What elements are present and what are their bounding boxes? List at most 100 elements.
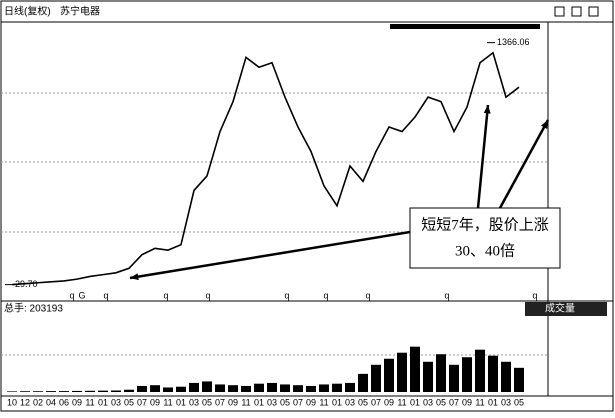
volume-bar (358, 373, 368, 392)
x-tick-label: 05 (280, 397, 290, 407)
event-marker: q (69, 290, 74, 300)
toolbar-icons[interactable] (554, 6, 599, 17)
volume-bar (384, 358, 394, 392)
volume-bar (332, 383, 342, 392)
volume-bar (20, 391, 30, 392)
volume-bar (475, 349, 485, 392)
icon[interactable] (571, 6, 582, 17)
x-tick-label: 10 (7, 397, 17, 407)
volume-bar (150, 385, 160, 392)
icon[interactable] (588, 6, 599, 17)
stock-name: 苏宁电器 (60, 5, 100, 18)
event-strip (390, 24, 540, 29)
x-tick-label: 05 (436, 397, 446, 407)
volume-bar (215, 384, 225, 392)
x-tick-label: 04 (46, 397, 56, 407)
chart-title: 日线(复权) (4, 5, 51, 18)
volume-bar (137, 385, 147, 392)
x-tick-label: 09 (150, 397, 160, 407)
annotation-box (409, 207, 561, 269)
volume-bar (436, 354, 446, 392)
x-tick-label: 05 (514, 397, 524, 407)
arrow-head (540, 120, 548, 129)
high-label: 1366.06 (497, 37, 530, 47)
x-tick-label: 01 (332, 397, 342, 407)
x-tick-label: 01 (488, 397, 498, 407)
arrow-shaft (498, 119, 550, 209)
x-tick-label: 09 (306, 397, 316, 407)
x-tick-label: 01 (410, 397, 420, 407)
x-tick-label: 03 (111, 397, 121, 407)
volume-bar (254, 383, 264, 392)
arrow-shaft (476, 104, 490, 209)
volume-bar (319, 384, 329, 392)
volume-bar (85, 390, 95, 392)
indicator-button[interactable] (525, 302, 607, 316)
indicator-label[interactable]: 成交量 (545, 302, 575, 315)
volume-bar (176, 386, 186, 392)
event-marker: G (78, 290, 85, 300)
x-tick-label: 11 (85, 397, 94, 407)
low-label: 29.70 (15, 279, 38, 289)
x-tick-label: 05 (358, 397, 368, 407)
event-marker: q (163, 290, 168, 300)
x-tick-label: 03 (345, 397, 355, 407)
volume-bar (449, 364, 459, 392)
event-marker: q (103, 290, 108, 300)
volume-bar (501, 361, 511, 392)
x-tick-label: 11 (475, 397, 484, 407)
volume-bar (267, 382, 277, 392)
event-marker: q (444, 290, 449, 300)
x-tick-label: 03 (501, 397, 511, 407)
event-marker: q (284, 290, 289, 300)
volume-bar (98, 390, 108, 392)
volume-bar (423, 361, 433, 392)
event-marker: q (205, 290, 210, 300)
x-tick-label: 07 (215, 397, 225, 407)
x-tick-label: 12 (20, 397, 30, 407)
volume-bar (163, 387, 173, 392)
x-tick-label: 07 (137, 397, 147, 407)
volume-bar (33, 391, 43, 392)
arrow-shaft (129, 230, 411, 280)
volume-bar (462, 357, 472, 392)
x-tick-label: 07 (449, 397, 459, 407)
x-tick-label: 07 (371, 397, 381, 407)
x-tick-label: 05 (124, 397, 134, 407)
volume-bar (228, 385, 238, 392)
x-tick-label: 09 (72, 397, 82, 407)
volume-bar (46, 391, 56, 392)
x-tick-label: 03 (423, 397, 433, 407)
x-tick-label: 09 (384, 397, 394, 407)
icon[interactable] (554, 6, 565, 17)
x-tick-label: 01 (176, 397, 186, 407)
event-marker: q (365, 290, 370, 300)
arrows (129, 104, 550, 281)
volume-bar (59, 391, 69, 392)
volume-bar (345, 382, 355, 392)
x-tick-label: 11 (241, 397, 250, 407)
event-dots (390, 24, 540, 29)
volume-bar (397, 352, 407, 392)
x-tick-label: 11 (163, 397, 172, 407)
x-tick-label: 01 (254, 397, 264, 407)
volume-bar (306, 385, 316, 392)
x-tick-label: 05 (202, 397, 212, 407)
volume-bar (189, 382, 199, 392)
event-marker: q (323, 290, 328, 300)
x-tick-label: 01 (98, 397, 108, 407)
volume-bar (7, 391, 17, 392)
volume-bar (124, 389, 134, 392)
x-tick-label: 03 (189, 397, 199, 407)
arrow-head (130, 273, 139, 281)
x-tick-label: 07 (293, 397, 303, 407)
volume-title: 总手: 203193 (4, 302, 63, 315)
x-tick-label: 11 (397, 397, 406, 407)
x-tick-label: 09 (228, 397, 238, 407)
x-tick-label: 02 (33, 397, 43, 407)
x-tick-label: 11 (319, 397, 328, 407)
volume-bar (514, 367, 524, 392)
volume-bar (280, 384, 290, 392)
event-marker: q (532, 290, 537, 300)
